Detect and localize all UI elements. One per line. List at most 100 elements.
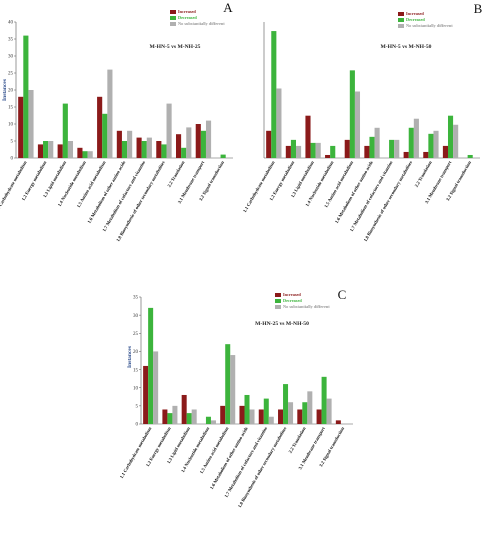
bar-increased xyxy=(195,124,201,158)
bar-decreased xyxy=(349,70,355,158)
chart-panel-c: 0 5 10 15 20 25 30 35 Instances 1.1 Carbohydrate … xyxy=(119,287,353,508)
bar-decreased xyxy=(167,413,173,424)
bar-increased xyxy=(278,409,284,424)
legend-label: Increased xyxy=(283,292,301,297)
panel-letter: C xyxy=(338,287,347,302)
y-tick-label: 20 xyxy=(8,89,14,94)
legend-swatch xyxy=(170,22,176,26)
legend-swatch xyxy=(275,299,281,303)
bar-no-substantially-different xyxy=(288,402,294,424)
legend-swatch xyxy=(170,10,176,14)
category-label: 1.6 Metabolism of other amino acids xyxy=(86,160,126,224)
bar-decreased xyxy=(321,376,327,424)
legend-swatch xyxy=(275,305,281,309)
bar-increased xyxy=(37,144,44,158)
bar-no-substantially-different xyxy=(268,416,274,424)
y-tick-label: 10 xyxy=(133,386,139,391)
legend-label: No substantially different xyxy=(406,23,453,28)
bar-no-substantially-different xyxy=(28,90,34,158)
bar-decreased xyxy=(244,394,250,424)
legend-label: Decreased xyxy=(178,15,197,20)
bar-increased xyxy=(297,409,303,424)
bar-no-substantially-different xyxy=(146,137,152,158)
bar-increased xyxy=(285,145,291,158)
legend-label: Increased xyxy=(406,11,424,16)
bar-increased xyxy=(77,147,83,158)
bar-decreased xyxy=(428,133,434,158)
bar-increased xyxy=(18,96,24,158)
bar-decreased xyxy=(310,142,316,158)
category-label: 2.2 Translation xyxy=(166,160,185,188)
y-tick-label: 40 xyxy=(8,21,14,26)
bar-decreased xyxy=(148,307,154,424)
legend-label: Increased xyxy=(178,9,196,14)
bar-increased xyxy=(156,141,162,158)
bar-increased xyxy=(266,130,272,158)
bar-no-substantially-different xyxy=(48,141,54,158)
bar-increased xyxy=(136,137,142,158)
bar-no-substantially-different xyxy=(127,130,133,158)
legend-swatch xyxy=(398,18,404,22)
legend-label: Decreased xyxy=(283,298,302,303)
bar-decreased xyxy=(389,139,395,158)
legend-swatch xyxy=(170,16,176,20)
bar-increased xyxy=(316,409,322,424)
bar-no-substantially-different xyxy=(230,355,236,424)
bar-decreased xyxy=(200,130,206,158)
bar-increased xyxy=(335,420,341,424)
bar-no-substantially-different xyxy=(296,145,302,158)
bar-decreased xyxy=(263,398,269,424)
bar-increased xyxy=(325,154,331,158)
y-tick-label: 35 xyxy=(8,38,14,43)
bar-decreased xyxy=(23,35,29,158)
category-label: 1.6 Metabolism of other amino acids xyxy=(209,426,249,490)
bar-decreased xyxy=(102,113,108,158)
legend-label: No substantially different xyxy=(178,21,225,26)
bar-decreased xyxy=(181,147,187,158)
bar-decreased xyxy=(290,139,297,158)
bar-no-substantially-different xyxy=(276,88,282,158)
bar-no-substantially-different xyxy=(249,409,255,424)
category-label: 1.1 Carbohydrate metabolism xyxy=(119,426,153,479)
chart-title: M-HN-25 vs M-NH-50 xyxy=(255,321,309,327)
bar-decreased xyxy=(43,141,49,158)
chart-title: M-HN-5 vs M-NH-25 xyxy=(150,44,201,50)
bar-increased xyxy=(116,130,122,158)
bar-no-substantially-different xyxy=(191,409,197,424)
bar-increased xyxy=(364,145,370,158)
chart-panel-a: 0 5 10 15 20 25 30 35 40 Instances 1.1 Carbohydrat… xyxy=(0,0,233,242)
bar-increased xyxy=(305,115,311,158)
y-tick-label: 35 xyxy=(133,296,139,301)
bar-no-substantially-different xyxy=(67,141,74,158)
bar-no-substantially-different xyxy=(172,405,178,424)
bar-decreased xyxy=(161,144,167,158)
y-tick-label: 30 xyxy=(133,314,139,319)
bar-no-substantially-different xyxy=(166,103,172,158)
y-tick-label: 15 xyxy=(8,106,14,111)
bar-increased xyxy=(57,144,63,158)
bar-no-substantially-different xyxy=(326,398,332,424)
legend-label: No substantially different xyxy=(283,304,330,309)
bar-no-substantially-different xyxy=(186,127,192,158)
y-tick-label: 5 xyxy=(11,140,14,145)
bar-decreased xyxy=(141,141,147,158)
bar-decreased xyxy=(205,416,211,424)
bar-no-substantially-different xyxy=(354,91,361,158)
bar-no-substantially-different xyxy=(394,139,400,158)
legend-swatch xyxy=(398,12,404,16)
bar-decreased xyxy=(467,154,473,158)
bar-no-substantially-different xyxy=(453,124,459,158)
bar-increased xyxy=(181,394,187,424)
y-tick-label: 5 xyxy=(136,405,139,410)
bar-no-substantially-different xyxy=(210,420,216,424)
y-tick-label: 30 xyxy=(8,55,14,60)
bar-decreased xyxy=(271,31,277,158)
y-tick-label: 20 xyxy=(133,350,139,355)
bar-increased xyxy=(442,145,448,158)
bar-decreased xyxy=(330,145,336,158)
bar-increased xyxy=(220,405,226,424)
